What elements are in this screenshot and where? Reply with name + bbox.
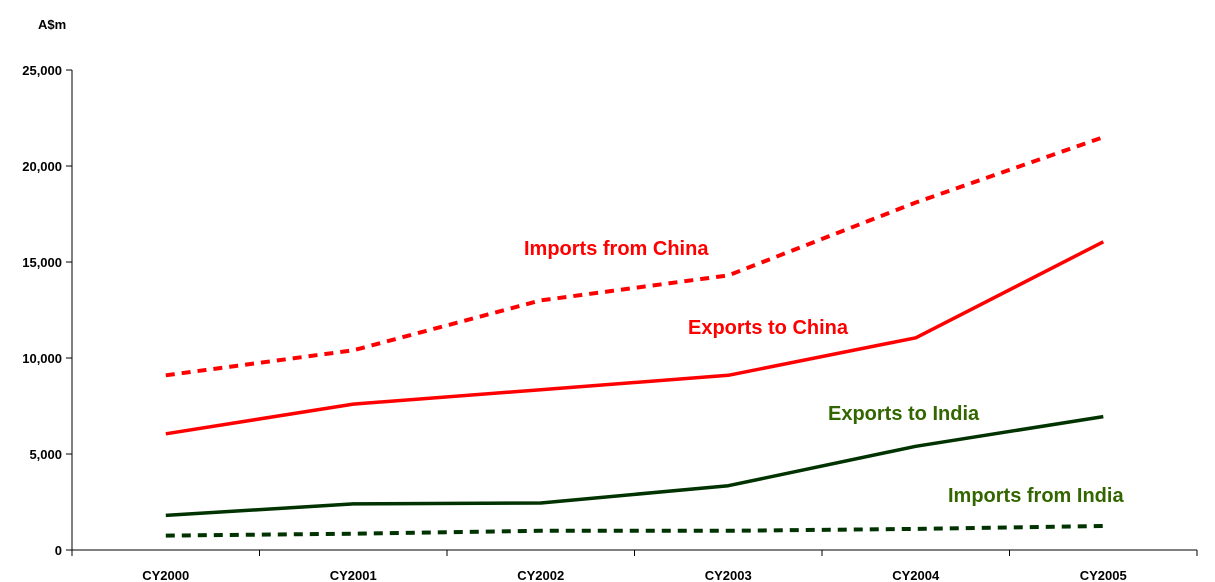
y-tick-label: 0	[55, 543, 62, 558]
x-tick-label: CY2003	[705, 568, 752, 582]
series-line-imports-from-china	[165, 135, 1104, 378]
series-label-imports-from-china: Imports from China	[524, 238, 709, 260]
x-tick-label: CY2004	[892, 568, 940, 582]
series-label-exports-to-india: Exports to India	[828, 403, 980, 425]
x-tick-label: CY2000	[142, 568, 189, 582]
y-tick-label: 15,000	[22, 255, 62, 270]
series-label-exports-to-china: Exports to China	[688, 317, 849, 339]
x-tick-label: CY2001	[330, 568, 377, 582]
series-line-exports-to-india	[165, 414, 1104, 518]
x-tick-label: CY2005	[1080, 568, 1127, 582]
series-lines	[165, 135, 1105, 538]
y-tick-label: 5,000	[29, 447, 62, 462]
tick-labels: 0 5,000 10,000 15,000 20,000 25,000 CY2000 CY20…	[22, 63, 1127, 582]
y-tick-label: 10,000	[22, 351, 62, 366]
series-line-exports-to-china	[165, 240, 1105, 436]
y-axis-label: A$m	[38, 17, 66, 32]
series-label-imports-from-india: Imports from India	[948, 485, 1124, 507]
y-tick-label: 20,000	[22, 159, 62, 174]
y-tick-label: 25,000	[22, 63, 62, 78]
series-line-imports-from-india	[165, 524, 1104, 538]
axes	[66, 69, 1198, 556]
x-tick-label: CY2002	[517, 568, 564, 582]
